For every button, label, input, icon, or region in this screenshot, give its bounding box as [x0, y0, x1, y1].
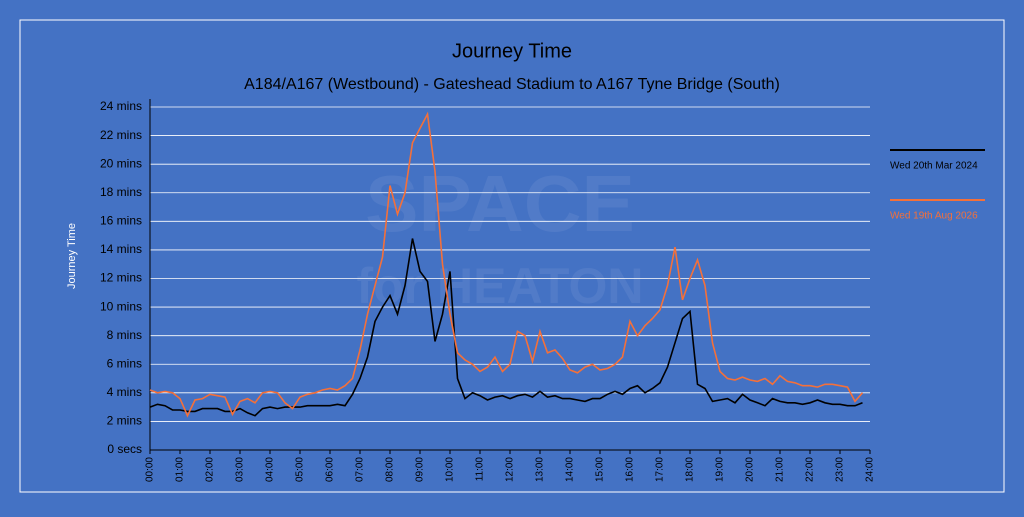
- x-tick-label: 14:00: [565, 457, 576, 482]
- x-tick-label: 20:00: [745, 457, 756, 482]
- series-line: [149, 238, 863, 417]
- y-tick-label: 6 mins: [107, 356, 142, 370]
- y-tick-label: 24 mins: [100, 99, 142, 113]
- x-tick-label: 12:00: [505, 457, 516, 482]
- y-tick-label: 16 mins: [100, 214, 142, 228]
- frame: [19, 19, 1005, 493]
- y-tick-label: 0 secs: [107, 442, 142, 456]
- x-tick-label: 23:00: [835, 457, 846, 482]
- x-tick-label: 18:00: [685, 457, 696, 482]
- y-tick-label: 10 mins: [100, 299, 142, 313]
- y-tick-label: 20 mins: [100, 156, 142, 170]
- x-tick-label: 10:00: [445, 457, 456, 482]
- x-tick-label: 16:00: [625, 457, 636, 482]
- y-tick-label: 2 mins: [107, 414, 142, 428]
- x-tick-label: 00:00: [145, 457, 156, 482]
- y-tick-label: 22 mins: [100, 128, 142, 142]
- x-tick-label: 21:00: [775, 457, 786, 482]
- x-tick-label: 03:00: [235, 457, 246, 482]
- x-tick-label: 02:00: [205, 457, 216, 482]
- y-axis-label: Journey Time: [66, 223, 78, 289]
- x-tick-label: 19:00: [715, 457, 726, 482]
- watermark: SPACE: [365, 159, 635, 248]
- x-tick-label: 07:00: [355, 457, 366, 482]
- y-tick-label: 4 mins: [107, 385, 142, 399]
- chart-title: Journey Time: [452, 40, 572, 62]
- x-tick-label: 15:00: [595, 457, 606, 482]
- y-tick-label: 8 mins: [107, 328, 142, 342]
- x-tick-label: 04:00: [265, 457, 276, 482]
- x-tick-label: 05:00: [295, 457, 306, 482]
- y-tick-label: 14 mins: [100, 242, 142, 256]
- chart-subtitle: A184/A167 (Westbound) - Gateshead Stadiu…: [244, 76, 780, 93]
- legend-label: Wed 19th Aug 2026: [890, 211, 978, 222]
- x-tick-label: 09:00: [415, 457, 426, 482]
- x-tick-label: 22:00: [805, 457, 816, 482]
- x-tick-label: 24:00: [865, 457, 876, 482]
- legend-label: Wed 20th Mar 2024: [890, 161, 978, 172]
- series-line: [149, 111, 864, 418]
- x-tick-label: 13:00: [535, 457, 546, 482]
- y-tick-label: 18 mins: [100, 185, 142, 199]
- x-tick-label: 17:00: [655, 457, 666, 482]
- x-tick-label: 01:00: [175, 457, 186, 482]
- x-tick-label: 11:00: [475, 457, 486, 482]
- x-tick-label: 08:00: [385, 457, 396, 482]
- y-tick-label: 12 mins: [100, 271, 142, 285]
- x-tick-label: 06:00: [325, 457, 336, 482]
